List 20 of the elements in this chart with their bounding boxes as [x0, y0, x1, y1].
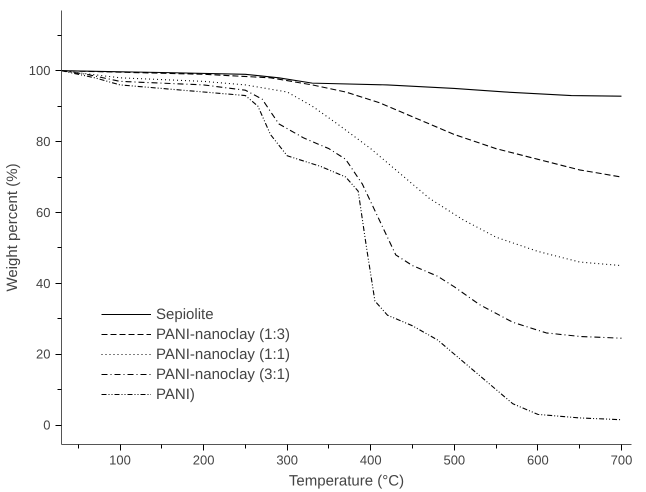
legend-label: PANI-nanoclay (1:1): [156, 346, 290, 362]
x-tick-label: 100: [109, 452, 131, 468]
y-tick-label: 60: [36, 204, 51, 220]
y-tick-label: 0: [43, 418, 51, 433]
y-tick-label: 100: [28, 63, 51, 78]
legend-label: Sepiolite: [156, 306, 214, 322]
x-tick-label: 500: [443, 452, 466, 468]
y-tick-label: 80: [36, 134, 51, 150]
legend-label: PANI): [156, 386, 195, 402]
y-tick-label: 40: [36, 276, 51, 291]
legend-label: PANI-nanoclay (3:1): [156, 366, 290, 382]
x-axis-title: Temperature (°C): [288, 472, 404, 490]
x-tick-label: 700: [610, 452, 632, 468]
x-tick-label: 600: [527, 452, 549, 468]
y-axis-title: Weight percent (%): [4, 163, 21, 292]
x-tick-label: 200: [192, 452, 214, 468]
x-tick-label: 300: [276, 452, 298, 468]
x-tick-label: 400: [360, 452, 382, 468]
legend-label: PANI-nanoclay (1:3): [156, 326, 290, 342]
y-tick-label: 20: [36, 346, 51, 362]
